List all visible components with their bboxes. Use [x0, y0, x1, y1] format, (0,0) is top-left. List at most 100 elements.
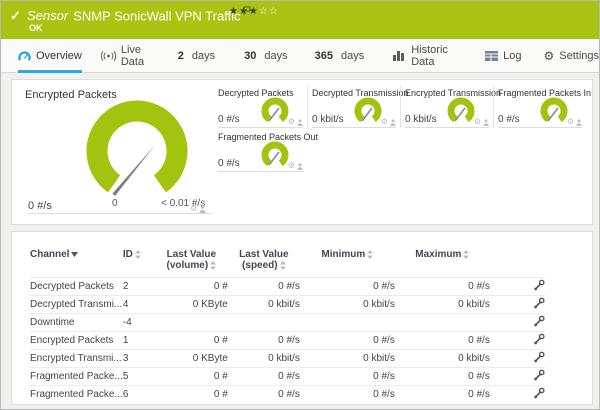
last-value-speed: 0 #/s	[227, 277, 300, 296]
user-icon[interactable]	[199, 205, 206, 213]
stars-filled: ★★★	[229, 6, 259, 17]
channel-name: Fragmented Packe...	[30, 367, 123, 386]
last-value-speed: 0 #/s	[227, 367, 300, 386]
sort-both-icon	[210, 260, 217, 270]
column-header-last-value-speed[interactable]: Last Value (speed)	[239, 249, 289, 271]
user-icon[interactable]	[483, 118, 489, 126]
user-icon[interactable]	[576, 118, 582, 126]
log-table-icon	[485, 50, 499, 61]
channels-table: Channel ID Last Value (volume) Last Valu…	[30, 246, 545, 404]
channel-settings-icon[interactable]: ⚙	[473, 117, 481, 126]
sort-both-icon	[279, 260, 286, 270]
user-icon[interactable]	[297, 118, 303, 126]
table-row: Decrypted Transmi... 4 0 KByte 0 kbit/s 0 kb…	[30, 295, 545, 314]
tab-30-days[interactable]: 30 days	[244, 39, 288, 73]
small-gauge	[354, 97, 382, 123]
gear-icon: ⚙	[543, 48, 555, 63]
tile-title: Decrypted Packets	[218, 88, 294, 98]
tile-actions: ⚙	[288, 162, 303, 170]
tab-overview[interactable]: Overview	[18, 39, 82, 73]
edit-channel-wrench-icon[interactable]	[533, 297, 545, 309]
sensor-title-line: Sensor SNMP SonicWall VPN Traffic	[27, 6, 251, 23]
tab-365-days[interactable]: 365 days	[315, 39, 365, 73]
tile-value: 0 kbit/s	[405, 114, 437, 125]
channel-id: 5	[122, 367, 155, 386]
last-value-speed: 0 kbit/s	[227, 295, 300, 314]
divider	[218, 127, 303, 128]
tab-label: days	[340, 49, 365, 62]
sort-desc-icon	[71, 251, 79, 257]
table-row: Fragmented Packe... 6 0 #0 #/s 0 #/s 0 #/s	[30, 385, 545, 404]
gauge-tile-decrypted-packets: Decrypted Packets 0 #/s ⚙	[214, 86, 307, 128]
minimum: 0 #/s	[299, 385, 395, 404]
channel-name: Downtime	[30, 313, 123, 332]
sensor-kind-label: Sensor	[27, 8, 69, 24]
tile-actions: ⚙	[567, 118, 582, 126]
minimum: 0 #/s	[299, 277, 395, 296]
channel-settings-icon[interactable]: ⚙	[380, 117, 388, 126]
table-row: Downtime -4	[30, 313, 545, 332]
edit-channel-wrench-icon[interactable]	[533, 387, 545, 399]
gauges-panel: Encrypted Packets 0 #/s 0 < 0.01 #/s ⚙ D…	[11, 79, 593, 225]
channel-id: 3	[122, 349, 155, 368]
column-header-maximum[interactable]: Maximum	[395, 246, 490, 278]
tab-live-data[interactable]: Live Data	[100, 39, 147, 73]
column-header-id[interactable]: ID	[123, 246, 155, 278]
main-gauge-max: < 0.01 #/s	[161, 198, 206, 209]
tab-historic-data[interactable]: Historic Data	[393, 39, 449, 73]
column-header-minimum[interactable]: Minimum	[300, 246, 395, 278]
tab-2-days[interactable]: 2 days	[178, 39, 215, 73]
sort-both-icon	[367, 249, 374, 259]
minimum: 0 #/s	[299, 367, 395, 386]
table-row: Encrypted Packets 1 0 #0 #/s 0 #/s 0 #/s	[30, 331, 545, 350]
divider	[312, 127, 396, 128]
edit-channel-wrench-icon[interactable]	[533, 315, 545, 327]
edit-channel-wrench-icon[interactable]	[533, 333, 545, 345]
last-value-speed: 0 #/s	[227, 331, 300, 350]
table-header-row: Channel ID Last Value (volume) Last Valu…	[30, 246, 545, 278]
tile-value: 0 kbit/s	[312, 114, 344, 125]
column-header-channel[interactable]: Channel	[30, 246, 123, 278]
tile-value: 0 #/s	[498, 114, 520, 125]
live-signal-icon	[100, 50, 116, 61]
tab-log[interactable]: Log	[485, 39, 521, 73]
edit-channel-wrench-icon[interactable]	[533, 369, 545, 381]
channel-settings-icon[interactable]: ⚙	[287, 161, 295, 170]
tab-settings[interactable]: ⚙ Settings	[543, 39, 599, 73]
column-header-last-value-volume[interactable]: Last Value (volume)	[166, 249, 217, 271]
user-icon[interactable]	[390, 118, 396, 126]
table-row: Decrypted Packets 2 0 #0 #/s 0 #/s 0 #/s	[30, 277, 545, 296]
channel-name: Encrypted Packets	[30, 331, 123, 350]
channel-settings-icon[interactable]: ⚙	[566, 117, 574, 126]
last-value-speed: 0 #/s	[227, 385, 300, 404]
gauge-tile-decrypted-transmission: Decrypted Transmission 0 kbit/s ⚙	[307, 86, 409, 128]
user-icon[interactable]	[297, 162, 303, 170]
tab-number: 2	[177, 49, 184, 62]
tab-bar: Overview Live Data 2 days 30 days 365 days …	[1, 39, 599, 73]
small-gauge	[261, 141, 289, 167]
maximum	[394, 313, 490, 332]
channel-id: 6	[122, 385, 155, 404]
priority-stars[interactable]: ★★★☆☆	[229, 6, 279, 17]
tile-actions: ⚙	[381, 118, 396, 126]
last-value-volume: 0 KByte	[154, 295, 228, 314]
sort-both-icon	[134, 249, 141, 259]
channel-settings-icon[interactable]: ⚙	[287, 117, 295, 126]
maximum: 0 kbit/s	[394, 295, 490, 314]
edit-channel-wrench-icon[interactable]	[533, 351, 545, 363]
tab-label: Live Data	[120, 43, 145, 68]
divider	[405, 127, 489, 128]
maximum: 0 #/s	[394, 385, 490, 404]
small-gauge	[261, 97, 289, 123]
main-gauge-title: Encrypted Packets	[25, 89, 117, 101]
tile-value: 0 #/s	[218, 158, 240, 169]
last-value-volume: 0 #	[154, 331, 228, 350]
channel-name: Fragmented Packe...	[30, 385, 123, 404]
small-gauge	[447, 97, 475, 123]
last-value-volume: 0 #	[154, 367, 228, 386]
channel-settings-icon[interactable]: ⚙	[190, 204, 198, 213]
tab-label: Settings	[559, 49, 599, 62]
edit-channel-wrench-icon[interactable]	[533, 279, 545, 291]
last-value-volume: 0 #	[154, 277, 228, 296]
